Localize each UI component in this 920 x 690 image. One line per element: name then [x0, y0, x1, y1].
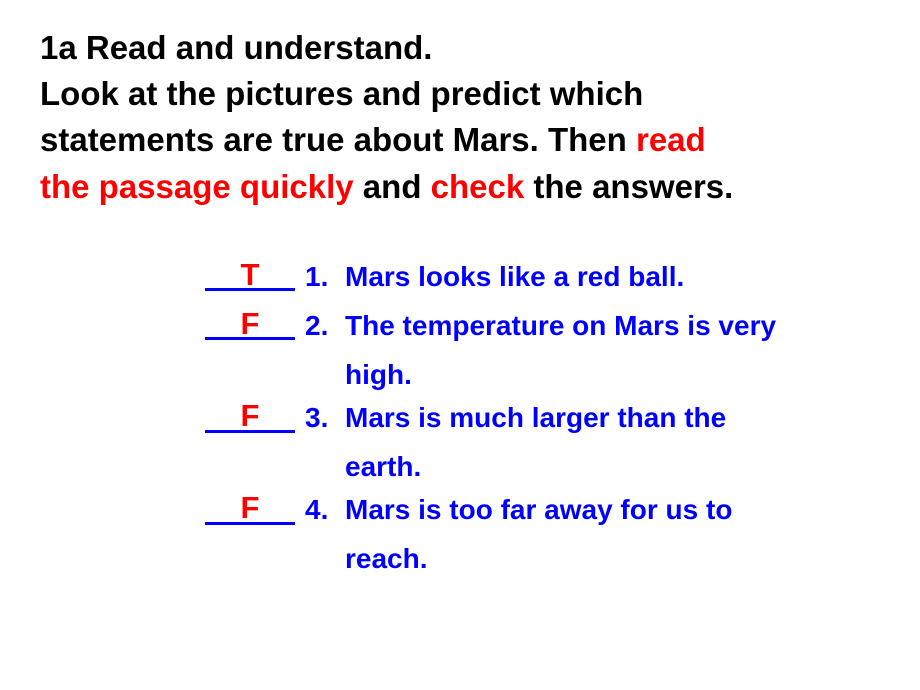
answer-letter: F — [205, 392, 295, 440]
answer-blank: T — [205, 255, 295, 304]
instruction-line3-red: read — [636, 121, 706, 158]
statement-number: 3. — [295, 396, 345, 439]
statement-number: 2. — [295, 304, 345, 347]
answer-blank: F — [205, 304, 295, 353]
statement-text: Mars looks like a red ball. — [345, 255, 880, 298]
instruction-line3a: statements are true about Mars. Then — [40, 121, 636, 158]
statement-continuation: earth. — [205, 445, 880, 488]
statements-list: T 1. Mars looks like a red ball. F 2. Th… — [205, 255, 880, 581]
instruction-block: 1a Read and understand. Look at the pict… — [40, 25, 880, 210]
answer-letter: F — [205, 484, 295, 532]
statement-continuation: reach. — [205, 537, 880, 580]
statement-number: 1. — [295, 255, 345, 298]
instruction-line1: 1a Read and understand. — [40, 29, 432, 66]
statement-text: Mars is much larger than the — [345, 396, 880, 439]
instruction-line4-red2: check — [431, 168, 525, 205]
statement-row: F 4. Mars is too far away for us to — [205, 488, 880, 537]
statement-row: F 2. The temperature on Mars is very — [205, 304, 880, 353]
statement-number: 4. — [295, 488, 345, 531]
answer-blank: F — [205, 396, 295, 445]
statement-continuation: high. — [205, 353, 880, 396]
answer-blank: F — [205, 488, 295, 537]
statement-row: F 3. Mars is much larger than the — [205, 396, 880, 445]
statement-text: The temperature on Mars is very — [345, 304, 880, 347]
statement-text: Mars is too far away for us to — [345, 488, 880, 531]
instruction-line2: Look at the pictures and predict which — [40, 75, 643, 112]
instruction-line4b: the answers. — [524, 168, 733, 205]
answer-letter: F — [205, 300, 295, 348]
statement-row: T 1. Mars looks like a red ball. — [205, 255, 880, 304]
instruction-line4-red: the passage quickly — [40, 168, 354, 205]
slide: 1a Read and understand. Look at the pict… — [0, 0, 920, 690]
answer-letter: T — [205, 251, 295, 299]
instruction-line4a: and — [354, 168, 431, 205]
